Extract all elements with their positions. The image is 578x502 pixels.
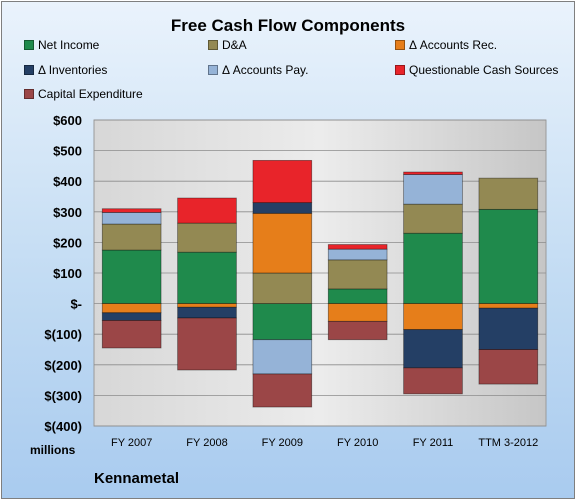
- bar-segment: [177, 197, 237, 224]
- x-tick-label: FY 2008: [186, 437, 227, 449]
- bar-segment: [101, 303, 162, 314]
- bar-segment: [327, 248, 388, 261]
- bar-segment: [101, 212, 162, 225]
- legend-item: Δ Accounts Pay.: [208, 63, 309, 77]
- legend-swatch: [208, 40, 218, 50]
- legend-label: Δ Accounts Rec.: [409, 38, 498, 52]
- legend-swatch: [24, 65, 34, 75]
- bar-segment: [403, 171, 463, 175]
- chart-title: Free Cash Flow Components: [170, 16, 406, 35]
- bar-segment: [403, 367, 463, 395]
- bar-segment: [177, 251, 237, 305]
- bar-segment: [252, 303, 313, 341]
- bar-segment: [177, 317, 237, 371]
- bar-segment: [327, 244, 388, 250]
- x-tick-label: FY 2010: [337, 437, 378, 449]
- bar-segment: [403, 232, 463, 304]
- legend-label: Questionable Cash Sources: [409, 63, 559, 77]
- legend-swatch: [208, 65, 218, 75]
- bar-segment: [252, 212, 313, 274]
- bar-segment: [403, 303, 463, 331]
- bar-segment: [252, 159, 313, 204]
- company-name: Kennametal: [94, 470, 180, 487]
- y-tick-label: $-: [70, 297, 82, 312]
- legend-item: Net Income: [24, 38, 99, 52]
- bar-segment: [252, 272, 313, 305]
- x-tick-label: TTM 3-2012: [478, 437, 538, 449]
- legend-label: Capital Expenditure: [38, 87, 143, 101]
- y-tick-label: $300: [53, 205, 82, 220]
- bar-segment: [101, 320, 162, 349]
- legend-swatch: [395, 65, 405, 75]
- x-tick-label: FY 2009: [262, 437, 303, 449]
- y-tick-label: $(300): [44, 388, 82, 403]
- bar-segment: [403, 174, 463, 205]
- bar-segment: [252, 202, 313, 214]
- bar-segment: [478, 208, 539, 305]
- legend-swatch: [24, 40, 34, 50]
- y-tick-label: $(400): [44, 419, 82, 434]
- legend-label: Δ Accounts Pay.: [222, 63, 309, 77]
- bar-segment: [327, 320, 388, 341]
- bar-segment: [403, 203, 463, 234]
- x-tick-label: FY 2011: [413, 437, 454, 449]
- x-tick-label: FY 2007: [111, 437, 152, 449]
- legend-label: D&A: [222, 38, 247, 52]
- y-tick-label: $500: [53, 144, 82, 159]
- legend-swatch: [24, 89, 34, 99]
- bar-segment: [327, 303, 388, 322]
- bar-segment: [478, 303, 539, 309]
- bar-segment: [252, 339, 313, 375]
- bar-segment: [177, 303, 237, 308]
- y-tick-label: $(100): [44, 327, 82, 342]
- y-tick-label: $(200): [44, 358, 82, 373]
- bar-segment: [478, 177, 539, 210]
- legend-label: Δ Inventories: [38, 63, 108, 77]
- y-tick-label: $600: [53, 113, 82, 128]
- bar-segment: [327, 288, 388, 304]
- bar-segment: [177, 222, 237, 253]
- bar-segment: [478, 307, 539, 350]
- legend-item: Capital Expenditure: [24, 87, 143, 101]
- bar-segment: [327, 259, 388, 290]
- bar-segment: [403, 329, 463, 369]
- y-tick-label: $200: [53, 235, 82, 250]
- bar-segment: [101, 223, 162, 251]
- legend-item: Δ Inventories: [24, 63, 107, 77]
- bar-segment: [252, 373, 313, 408]
- y-units-label: millions: [30, 443, 76, 457]
- legend-swatch: [395, 40, 405, 50]
- y-tick-label: $100: [53, 266, 82, 281]
- bar-segment: [101, 312, 162, 321]
- bar-segment: [101, 249, 162, 305]
- bar-segment: [101, 208, 162, 213]
- bar-segment: [177, 306, 237, 319]
- legend-item: Δ Accounts Rec.: [395, 38, 497, 52]
- legend-item: D&A: [208, 38, 247, 52]
- bar-segment: [478, 349, 539, 385]
- legend-label: Net Income: [38, 38, 100, 52]
- y-tick-label: $400: [53, 174, 82, 189]
- legend-item: Questionable Cash Sources: [395, 63, 558, 77]
